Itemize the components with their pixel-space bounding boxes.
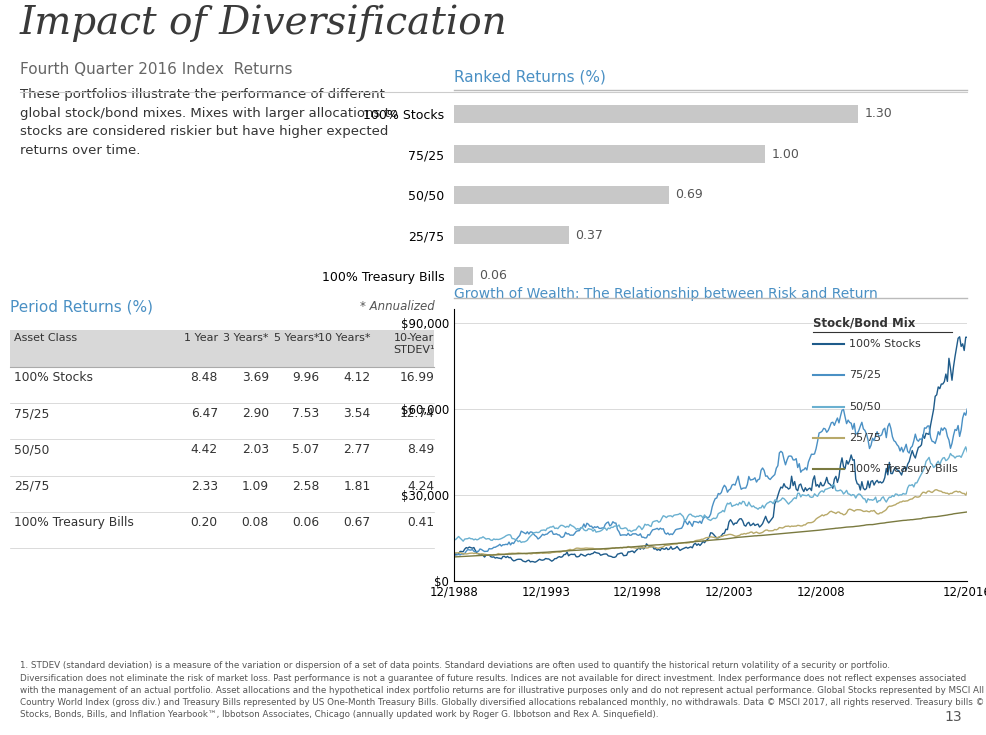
Text: Growth of Wealth: The Relationship between Risk and Return: Growth of Wealth: The Relationship betwe… bbox=[454, 287, 877, 301]
Text: 2.03: 2.03 bbox=[242, 443, 268, 456]
Text: These portfolios illustrate the performance of different
global stock/bond mixes: These portfolios illustrate the performa… bbox=[20, 88, 397, 157]
Text: 2.33: 2.33 bbox=[190, 480, 218, 492]
Text: 1.09: 1.09 bbox=[242, 480, 268, 492]
Text: 9.96: 9.96 bbox=[292, 371, 319, 384]
Text: 2.77: 2.77 bbox=[343, 443, 371, 456]
Text: Stock/Bond Mix: Stock/Bond Mix bbox=[812, 317, 915, 330]
Text: 2.90: 2.90 bbox=[242, 407, 268, 420]
Text: 100% Stocks: 100% Stocks bbox=[848, 339, 920, 349]
Text: 100% Treasury Bills: 100% Treasury Bills bbox=[14, 516, 134, 529]
Text: 0.06: 0.06 bbox=[292, 516, 319, 529]
Text: 0.69: 0.69 bbox=[674, 188, 702, 201]
Text: 16.99: 16.99 bbox=[399, 371, 434, 384]
Text: 0.41: 0.41 bbox=[407, 516, 434, 529]
Text: 0.06: 0.06 bbox=[478, 269, 506, 282]
Text: 100% Treasury Bills: 100% Treasury Bills bbox=[848, 464, 957, 474]
Text: 75/25: 75/25 bbox=[848, 370, 880, 380]
Text: 0.67: 0.67 bbox=[343, 516, 371, 529]
Text: 75/25: 75/25 bbox=[14, 407, 49, 420]
Text: 100% Stocks: 100% Stocks bbox=[14, 371, 93, 384]
Text: 3 Years*: 3 Years* bbox=[223, 333, 268, 343]
Bar bbox=[454, 145, 764, 163]
Bar bbox=[454, 226, 569, 245]
Text: Asset Class: Asset Class bbox=[14, 333, 77, 343]
Text: 10 Years*: 10 Years* bbox=[317, 333, 371, 343]
Text: 1.30: 1.30 bbox=[864, 107, 891, 121]
Text: 25/75: 25/75 bbox=[14, 480, 49, 492]
Text: Ranked Returns (%): Ranked Returns (%) bbox=[454, 70, 605, 85]
Text: 3.54: 3.54 bbox=[343, 407, 371, 420]
Text: 1.00: 1.00 bbox=[770, 148, 799, 161]
Bar bbox=[454, 267, 472, 285]
Text: 4.12: 4.12 bbox=[343, 371, 371, 384]
Text: 5.07: 5.07 bbox=[292, 443, 319, 456]
Text: 10-Year
STDEV¹: 10-Year STDEV¹ bbox=[392, 333, 434, 355]
Text: 4.24: 4.24 bbox=[407, 480, 434, 492]
Text: 2.58: 2.58 bbox=[292, 480, 319, 492]
Text: 50/50: 50/50 bbox=[14, 443, 49, 456]
Bar bbox=[454, 186, 668, 204]
Text: Fourth Quarter 2016 Index  Returns: Fourth Quarter 2016 Index Returns bbox=[20, 62, 292, 76]
Text: * Annualized: * Annualized bbox=[359, 300, 434, 312]
Text: 25/75: 25/75 bbox=[848, 433, 880, 443]
Text: 3.69: 3.69 bbox=[242, 371, 268, 384]
Text: 5 Years*: 5 Years* bbox=[274, 333, 319, 343]
Text: 12.74: 12.74 bbox=[399, 407, 434, 420]
Text: 8.49: 8.49 bbox=[406, 443, 434, 456]
Text: 6.47: 6.47 bbox=[190, 407, 218, 420]
Text: 8.48: 8.48 bbox=[190, 371, 218, 384]
Text: 1 Year: 1 Year bbox=[183, 333, 218, 343]
Text: 0.08: 0.08 bbox=[242, 516, 268, 529]
Text: Impact of Diversification: Impact of Diversification bbox=[20, 4, 507, 42]
Text: 4.42: 4.42 bbox=[190, 443, 218, 456]
Text: 1.81: 1.81 bbox=[343, 480, 371, 492]
Text: 1. STDEV (standard deviation) is a measure of the variation or dispersion of a s: 1. STDEV (standard deviation) is a measu… bbox=[20, 662, 983, 719]
Text: 0.37: 0.37 bbox=[575, 229, 602, 242]
Text: 50/50: 50/50 bbox=[848, 401, 880, 412]
FancyBboxPatch shape bbox=[10, 330, 434, 367]
Text: Period Returns (%): Period Returns (%) bbox=[10, 300, 153, 315]
Text: 7.53: 7.53 bbox=[292, 407, 319, 420]
Text: 13: 13 bbox=[944, 710, 961, 724]
Text: 0.20: 0.20 bbox=[190, 516, 218, 529]
Bar bbox=[454, 104, 858, 123]
